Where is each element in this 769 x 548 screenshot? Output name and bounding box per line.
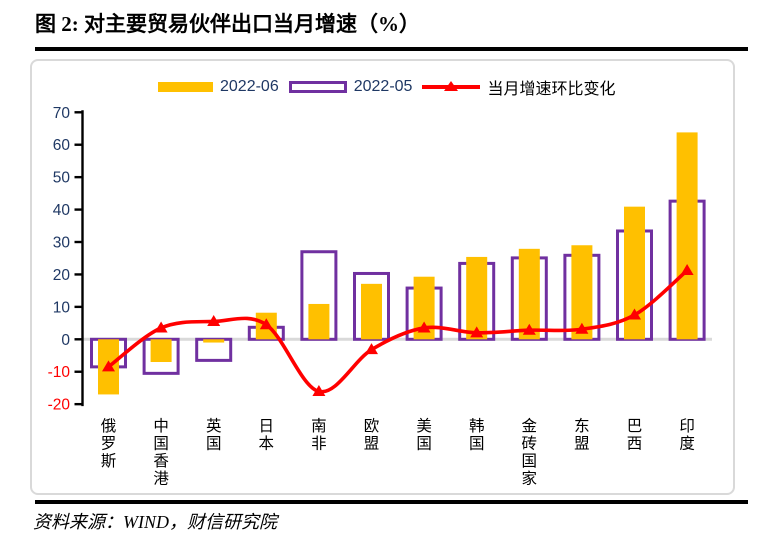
may-bar-swatch [288,81,347,93]
y-tick-label: 0 [61,332,70,349]
x-label-日本: 日本 [259,418,275,453]
y-tick-label: 20 [53,267,71,284]
source-note: 资料来源：WIND，财信研究院 [33,512,277,532]
x-label-欧盟: 欧盟 [364,417,380,453]
change-line-swatch [422,81,481,91]
y-tick-label: -20 [48,397,71,414]
y-tick-label: 50 [53,170,71,187]
x-label-中国香港: 中国香港 [153,417,169,488]
y-tick-label: 40 [53,202,71,219]
change-marker-中国香港 [154,321,168,333]
x-label-韩国: 韩国 [469,417,485,453]
y-tick-label: -10 [48,364,71,381]
y-tick-label: 10 [53,299,71,316]
change-marker-俄罗斯 [102,360,115,372]
june-bar-巴西 [624,206,645,340]
change-marker-美国 [417,321,431,333]
x-label-英国: 英国 [206,417,222,453]
june-bar-金砖国家 [518,248,540,340]
june-bar-南非 [308,303,330,340]
y-tick-label: 30 [53,235,71,252]
change-marker-巴西 [628,308,641,320]
x-label-金砖国家: 金砖国家 [522,417,538,488]
june-bar-美国 [413,276,435,340]
change-marker-英国 [207,314,221,326]
june-bar-中国香港 [150,339,172,363]
y-tick-label: 60 [53,137,71,154]
change-line [107,269,689,394]
chart-legend: 2022-06 2022-05 当月增速环比变化 [158,75,615,99]
june-bar-东盟 [571,245,593,340]
june-bar-swatch [158,82,213,92]
x-label-巴西: 巴西 [627,418,643,453]
x-label-美国: 美国 [416,417,432,453]
x-label-俄罗斯: 俄罗斯 [101,417,117,470]
bottom-rule [35,500,748,504]
top-rule [35,47,748,51]
change-marker-金砖国家 [522,323,536,335]
triangle-marker-icon [444,81,459,91]
y-tick-label: 70 [53,105,71,122]
x-label-印度: 印度 [679,417,695,453]
june-legend-label: 2022-06 [220,78,279,95]
change-marker-南非 [312,385,326,397]
change-legend-label: 当月增速环比变化 [487,81,616,98]
chart-panel: 2022-06 2022-05 当月增速环比变化 -20 -10 0 10 20 30 40… [30,59,735,495]
june-bar-韩国 [466,256,488,340]
change-marker-欧盟 [365,343,378,355]
change-marker-韩国 [470,326,484,338]
change-marker-东盟 [575,322,589,334]
june-bar-英国 [203,339,225,343]
change-marker-印度 [680,264,694,276]
may-legend-label: 2022-05 [353,78,413,95]
change-marker-日本 [259,318,273,330]
x-label-南非: 南非 [311,417,327,453]
june-bar-欧盟 [361,283,382,340]
june-bar-印度 [676,132,698,340]
figure-title: 图 2: 对主要贸易伙伴出口当月增速（%） [35,12,420,36]
plot-area: -20 -10 0 10 20 30 40 50 60 70 俄罗斯 中国香港 英国 日本 南非 欧盟 美国 韩国… [32,61,733,493]
x-label-东盟: 东盟 [574,417,590,453]
